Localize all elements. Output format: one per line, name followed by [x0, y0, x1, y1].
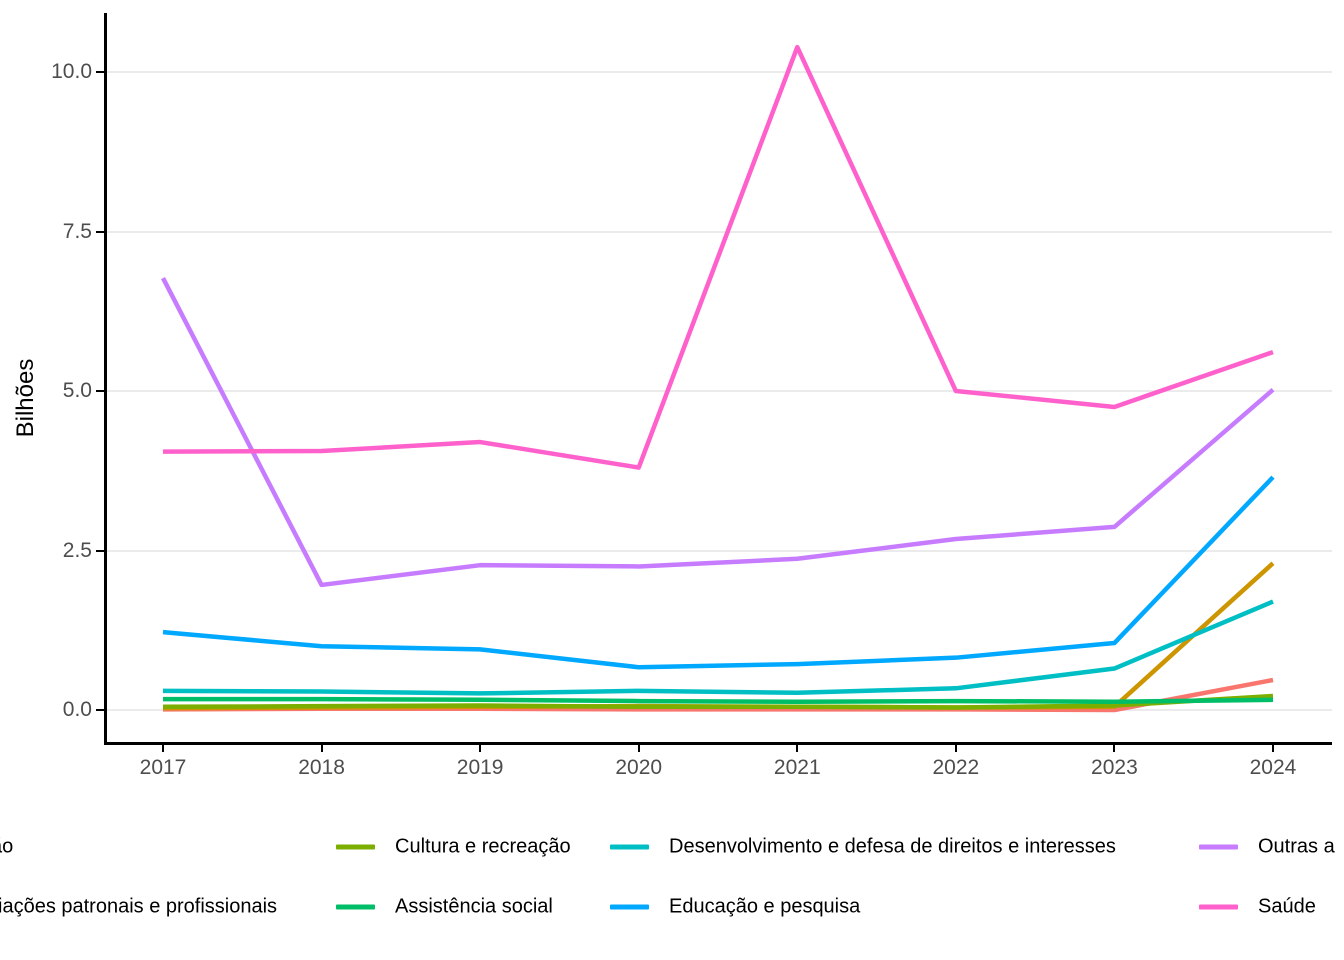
- y-tick-mark: [96, 709, 104, 711]
- legend-key-line-icon: [336, 844, 375, 850]
- gridline: [106, 390, 1332, 392]
- legend-key-line-icon: [1199, 844, 1238, 850]
- legend-item-assistencia-social: Assistência social: [336, 896, 553, 919]
- x-tick-mark: [1113, 743, 1116, 752]
- legend-item-saude: Saúde: [1199, 896, 1316, 919]
- y-tick-mark: [96, 390, 104, 392]
- y-tick-label: 2.5: [62, 538, 92, 562]
- legend-key-line-icon: [1199, 904, 1238, 910]
- x-tick-label: 2022: [932, 756, 980, 779]
- legend-label: Assistência social: [395, 895, 553, 918]
- y-tick-mark: [96, 230, 104, 233]
- y-tick-label: 7.5: [62, 219, 92, 243]
- x-tick-label: 2017: [139, 756, 187, 779]
- series-line-4: [162, 599, 1274, 696]
- gridline: [106, 549, 1332, 552]
- legend-key-line-icon: [336, 904, 375, 910]
- x-tick-label: 2024: [1249, 756, 1297, 779]
- legend-item-educacao-e-pesquisa: Educação e pesquisa: [610, 896, 860, 919]
- x-tick-mark: [796, 743, 799, 752]
- x-tick-mark: [479, 743, 482, 752]
- series-line-2: [162, 693, 1274, 710]
- x-tick-mark: [320, 743, 323, 752]
- legend-label: Saúde: [1258, 895, 1316, 918]
- series-line-5: [162, 475, 1275, 670]
- plot-area: [161, 44, 1275, 713]
- x-tick-label: 2020: [615, 756, 663, 779]
- x-tick-label: 2018: [298, 756, 345, 779]
- legend-key-line-icon: [610, 904, 649, 910]
- x-tick-label: 2019: [456, 756, 504, 779]
- legend-item-outras: Outras a: [1199, 836, 1335, 859]
- gridline: [106, 230, 1332, 233]
- x-tick-mark: [954, 743, 957, 752]
- series-line-3: [163, 696, 1274, 704]
- y-tick-label: 5.0: [62, 379, 92, 402]
- legend-label: Cultura e recreação: [395, 835, 571, 858]
- y-axis-line: [104, 13, 107, 744]
- y-tick-label: 0.0: [62, 698, 92, 721]
- x-tick-label: 2021: [773, 756, 821, 779]
- y-tick-mark: [96, 71, 104, 73]
- series-line-6: [161, 277, 1275, 588]
- x-tick-mark: [637, 743, 640, 752]
- legend-label: ão: [0, 835, 14, 858]
- x-tick-label: 2023: [1091, 756, 1138, 779]
- legend-key-line-icon: [610, 844, 649, 850]
- series-line-7: [162, 44, 1274, 470]
- legend-item-clipped-2: iações patronais e profissionais: [0, 896, 277, 919]
- x-axis-line: [104, 742, 1332, 745]
- legend-label: Desenvolvimento e defesa de direitos e i…: [669, 835, 1116, 858]
- x-tick-mark: [162, 743, 164, 752]
- legend-item-cultura-e-recreacao: Cultura e recreação: [336, 836, 571, 859]
- gridline: [106, 71, 1332, 73]
- x-tick-mark: [1271, 743, 1274, 752]
- y-tick-mark: [96, 549, 104, 552]
- y-tick-label: 10.0: [51, 60, 92, 83]
- legend-item-clipped-1: ão: [0, 836, 13, 859]
- legend-label: Educação e pesquisa: [669, 895, 861, 918]
- legend-label: Outras a: [1258, 835, 1335, 858]
- legend-label: iações patronais e profissionais: [0, 895, 278, 918]
- legend-item-desenvolvimento: Desenvolvimento e defesa de direitos e i…: [610, 836, 1116, 859]
